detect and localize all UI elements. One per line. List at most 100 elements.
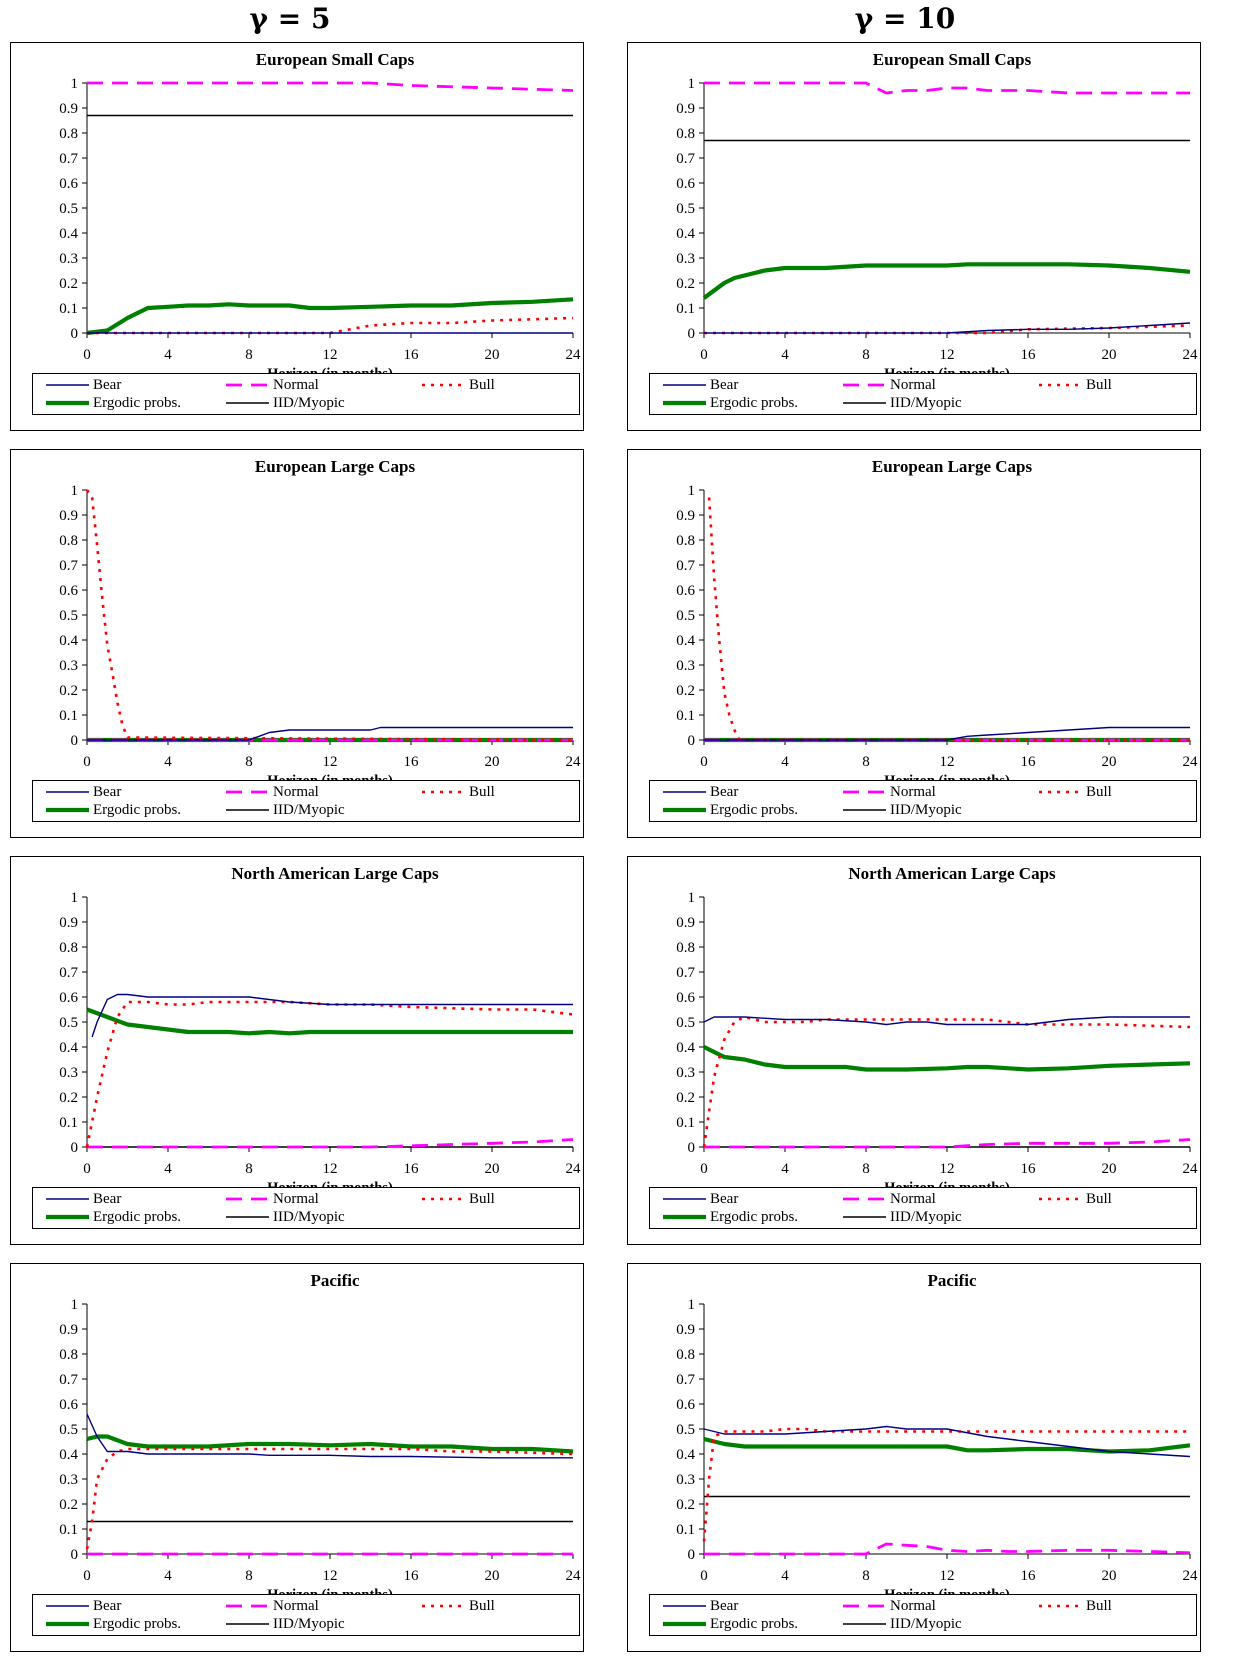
legend-item-ergodic: Ergodic probs. — [45, 1616, 215, 1633]
x-tick-label: 24 — [566, 1568, 582, 1584]
legend-symbol-bull — [422, 1604, 465, 1608]
y-tick-label: 0 — [71, 733, 79, 749]
y-tick-label: 0.6 — [676, 176, 695, 192]
series-line-bear — [704, 322, 1191, 334]
legend-symbol-bull — [422, 383, 465, 387]
y-tick-label: 1 — [71, 483, 79, 499]
y-tick-label: 0 — [688, 733, 696, 749]
x-tick-label: 4 — [781, 1161, 789, 1177]
legend-symbol-iid — [843, 402, 886, 404]
chart-panel: European Large Caps 0 0.1 0.2 0.3 0.4 0.5 0.6 0.… — [627, 449, 1201, 838]
y-tick-label: 1 — [688, 76, 696, 92]
series-line-ergodic — [702, 262, 1191, 300]
chart-title: Pacific — [927, 1271, 977, 1290]
series-line-bull — [702, 1015, 1191, 1148]
y-tick-label: 0.2 — [59, 683, 78, 699]
x-tick-label: 0 — [700, 347, 708, 363]
y-tick-label: 0.9 — [59, 915, 78, 931]
legend-item-ergodic: Ergodic probs. — [45, 1209, 215, 1226]
x-tick-label: 4 — [164, 1161, 172, 1177]
legend-label: Bull — [469, 1598, 495, 1614]
y-tick-label: 0.3 — [676, 1065, 695, 1081]
legend-item-iid: IID/Myopic — [842, 1616, 1012, 1633]
chart-panel: European Small Caps 0 0.1 0.2 0.3 0.4 0.5 0.6 0.… — [10, 42, 584, 431]
chart-legend: Bear Normal Bull Ergodic probs. IID/Myopic — [649, 373, 1197, 415]
legend-item-iid: IID/Myopic — [225, 1209, 395, 1226]
series-line-normal — [704, 1542, 1191, 1556]
legend-symbol-normal — [843, 383, 886, 387]
y-tick-label: 0.5 — [676, 1015, 695, 1031]
chart-legend: Bear Normal Bull Ergodic probs. IID/Myopic — [32, 373, 580, 415]
legend-item-iid: IID/Myopic — [225, 802, 395, 819]
y-tick-label: 0.4 — [59, 1447, 78, 1463]
x-tick-label: 16 — [404, 347, 420, 363]
y-tick-label: 0.7 — [676, 965, 695, 981]
x-tick-label: 4 — [164, 754, 172, 770]
x-tick-label: 24 — [1183, 1568, 1199, 1584]
y-tick-label: 0.7 — [59, 1372, 78, 1388]
y-tick-label: 0.6 — [59, 583, 78, 599]
y-tick-label: 0.4 — [676, 633, 695, 649]
y-tick-label: 0.2 — [59, 1090, 78, 1106]
y-tick-label: 0 — [71, 1547, 79, 1563]
legend-label: Normal — [273, 1191, 319, 1207]
series-line-bull — [87, 316, 574, 335]
y-tick-label: 0.5 — [59, 608, 78, 624]
y-tick-label: 0.8 — [676, 1347, 695, 1363]
legend-label: Ergodic probs. — [93, 395, 182, 411]
y-tick-label: 0.6 — [59, 176, 78, 192]
y-tick-label: 0.5 — [59, 201, 78, 217]
x-tick-label: 24 — [1183, 1161, 1199, 1177]
legend-symbol-bull — [1039, 790, 1082, 794]
y-tick-label: 0.8 — [59, 1347, 78, 1363]
legend-symbol-bull — [1039, 1604, 1082, 1608]
legend-symbol-ergodic — [663, 1214, 706, 1220]
x-tick-label: 0 — [700, 754, 708, 770]
legend-label: Ergodic probs. — [710, 1616, 799, 1632]
y-tick-label: 0.1 — [676, 1522, 695, 1538]
x-tick-label: 16 — [404, 1161, 420, 1177]
legend-symbol-bear — [663, 1198, 706, 1200]
series-line-normal — [704, 1138, 1191, 1149]
legend-label: Bear — [93, 1598, 122, 1614]
legend-label: Bear — [93, 784, 122, 800]
legend-symbol-normal — [226, 790, 269, 794]
legend-item-bull: Bull — [421, 1598, 591, 1615]
y-tick-label: 0.2 — [59, 1497, 78, 1513]
y-tick-label: 1 — [71, 76, 79, 92]
x-tick-label: 12 — [323, 347, 338, 363]
x-tick-label: 20 — [485, 1161, 500, 1177]
y-tick-label: 0.5 — [676, 608, 695, 624]
series-line-normal — [87, 81, 574, 92]
column-header-left: γ = 5 — [249, 2, 331, 35]
legend-label: Normal — [890, 377, 936, 393]
chart-title: European Small Caps — [256, 50, 415, 69]
x-tick-label: 4 — [164, 1568, 172, 1584]
legend-symbol-bear — [46, 1605, 89, 1607]
series-line-ergodic — [86, 297, 574, 336]
chart-svg: European Large Caps 0 0.1 0.2 0.3 0.4 0.5 0.6 0.… — [59, 457, 581, 789]
x-tick-label: 20 — [485, 347, 500, 363]
y-tick-label: 0.6 — [59, 990, 78, 1006]
y-tick-label: 0.5 — [676, 201, 695, 217]
legend-item-bull: Bull — [421, 784, 591, 801]
x-tick-label: 8 — [862, 754, 870, 770]
y-tick-label: 1 — [688, 483, 696, 499]
legend-symbol-bear — [46, 791, 89, 793]
legend-symbol-normal — [226, 1604, 269, 1608]
legend-item-iid: IID/Myopic — [842, 802, 1012, 819]
y-tick-label: 1 — [688, 1297, 696, 1313]
y-tick-label: 0.2 — [676, 683, 695, 699]
series-line-bull — [704, 324, 1191, 335]
x-tick-label: 20 — [1102, 347, 1117, 363]
x-tick-label: 16 — [1021, 1161, 1037, 1177]
x-tick-label: 20 — [485, 754, 500, 770]
legend-item-ergodic: Ergodic probs. — [662, 1616, 832, 1633]
y-tick-label: 0.7 — [59, 151, 78, 167]
legend-symbol-iid — [226, 1623, 269, 1625]
x-tick-label: 12 — [323, 1161, 338, 1177]
x-tick-label: 12 — [940, 347, 955, 363]
chart-panel: European Small Caps 0 0.1 0.2 0.3 0.4 0.5 0.6 0.… — [627, 42, 1201, 431]
legend-symbol-normal — [843, 1604, 886, 1608]
y-tick-label: 0.5 — [676, 1422, 695, 1438]
